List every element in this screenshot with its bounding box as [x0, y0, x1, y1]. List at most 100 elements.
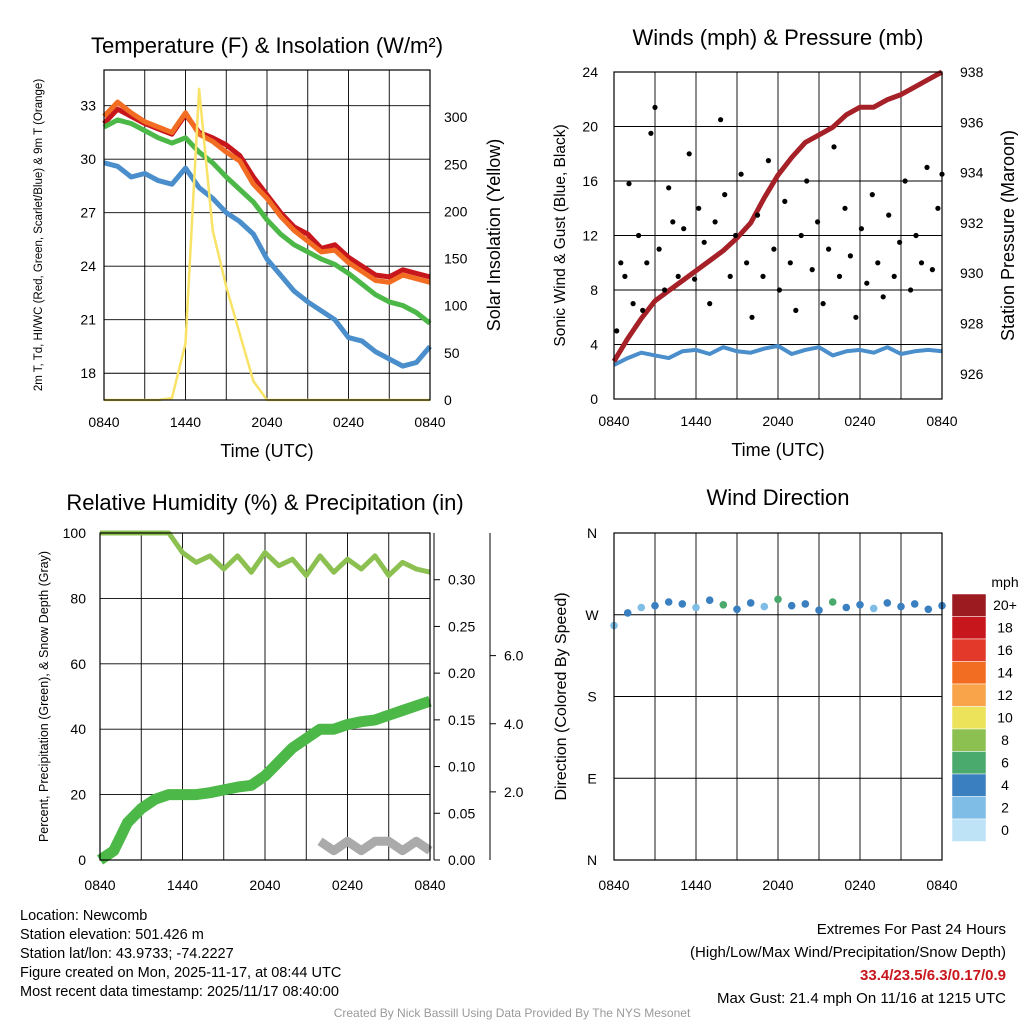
max-gust: Max Gust: 21.4 mph On 11/16 at 1215 UTC — [716, 990, 1006, 1007]
temp-y2tick-label: 200 — [444, 203, 468, 219]
extremes-values: 33.4/23.5/6.3/0.17/0.9 — [860, 967, 1006, 984]
dir-xtick-label: 0840 — [926, 877, 957, 893]
wind-gust-point — [902, 178, 908, 184]
wind-gust-point — [760, 273, 766, 279]
rh-ytick-label: 40 — [70, 721, 86, 737]
wind-gust-point — [718, 117, 724, 123]
dir-point — [719, 601, 728, 609]
wind-title: Winds (mph) & Pressure (mb) — [633, 25, 924, 50]
credit-line: Created By Nick Bassill Using Data Provi… — [333, 1006, 691, 1020]
dir-grid — [613, 532, 943, 861]
dir-legend-swatch — [951, 638, 987, 662]
dir-xtick-label: 0240 — [844, 877, 875, 893]
dir-legend-label: 16 — [997, 642, 1013, 658]
temp-ytick-label: 30 — [80, 151, 96, 167]
temp-ytick-label: 24 — [80, 258, 96, 274]
wind-y2tick-label: 930 — [960, 265, 984, 281]
rh-y2tick-label: 0.25 — [448, 618, 475, 634]
wind-xlabel: Time (UTC) — [731, 440, 824, 460]
rh-grid — [99, 532, 431, 861]
wind-gust-point — [826, 246, 832, 252]
wind-gust-point — [754, 212, 761, 218]
dir-legend-label: 12 — [997, 687, 1013, 703]
wind-ytick-label: 8 — [590, 282, 598, 298]
temp-y2tick-label: 250 — [444, 156, 468, 172]
wind-gust-point — [656, 246, 662, 252]
dir-ytick-label: N — [587, 852, 597, 868]
wind-gust-point — [913, 232, 919, 239]
wind-gust-point — [847, 253, 854, 259]
dir-xtick-label: 2040 — [762, 877, 793, 893]
rh-series-precipitation — [96, 695, 432, 865]
wind-gust-point — [701, 239, 707, 245]
wind-gust-point — [662, 287, 668, 293]
temp-y2tick-label: 0 — [444, 392, 452, 408]
rh-y3tick-label: 6.0 — [504, 648, 524, 664]
wind-gust-point — [707, 301, 713, 307]
rh-y2tick-label: 0.30 — [448, 572, 475, 588]
wind-y2tick-label: 936 — [960, 114, 984, 130]
wind-gust-point — [929, 267, 936, 273]
wind-xtick-label: 0840 — [926, 413, 957, 429]
dir-legend-swatch — [951, 616, 987, 640]
dir-legend-swatch — [951, 818, 987, 842]
wind-gust-point — [686, 151, 692, 157]
wind-gust-point — [918, 260, 925, 266]
dir-ylabel: Direction (Colored By Speed) — [553, 592, 570, 800]
station-info: Location: Newcomb Station elevation: 501… — [20, 907, 341, 1002]
rh-xtick-label: 0840 — [84, 877, 115, 893]
wind-gust-point — [908, 287, 914, 293]
wind-gust-point — [618, 260, 624, 266]
wind-gust-point — [681, 226, 687, 232]
temp-series-9m-temperature — [102, 99, 431, 285]
dir-legend-label: 20+ — [993, 597, 1017, 613]
dir-ytick-label: E — [587, 770, 596, 786]
dir-point — [760, 602, 769, 611]
rh-xtick-label: 0840 — [414, 877, 445, 893]
wind-gust-point — [675, 273, 681, 279]
dir-legend-label: 2 — [1001, 800, 1009, 816]
wind-gust-point — [864, 280, 870, 286]
station-elevation: Station elevation: 501.426 m — [20, 927, 204, 943]
dir-legend-label: 18 — [997, 620, 1013, 636]
wind-gust-point — [804, 178, 810, 184]
temp-y2tick-label: 300 — [444, 109, 468, 125]
wind-gust-point — [622, 273, 628, 279]
wind-gust-point — [782, 198, 788, 204]
wind-gust-point — [809, 267, 815, 273]
wind-gust-point — [815, 219, 821, 225]
dir-legend-label: 8 — [1001, 732, 1009, 748]
wind-gust-point — [614, 328, 620, 334]
wind-ytick-label: 20 — [582, 119, 598, 135]
wind-gust-point — [738, 171, 744, 177]
dir-point — [828, 598, 837, 606]
dir-ytick-label: N — [587, 525, 597, 541]
wind-gust-point — [924, 164, 930, 170]
temp-title: Temperature (F) & Insolation (W/m²) — [91, 33, 443, 58]
station-location: Location: Newcomb — [20, 908, 148, 924]
temp-ytick-label: 27 — [80, 205, 96, 221]
wind-y2tick-label: 928 — [960, 316, 984, 332]
temp-y2tick-label: 100 — [444, 298, 468, 314]
wind-gust-point — [626, 181, 632, 187]
temp-series-dew-point — [102, 117, 432, 326]
extremes-panel: Extremes For Past 24 Hours (High/Low/Max… — [690, 918, 1006, 1010]
wind-gust-point — [935, 205, 941, 211]
dir-point — [623, 609, 632, 617]
wind-gust-point — [712, 219, 718, 225]
dir-point — [883, 599, 892, 607]
temp-xtick-label: 0240 — [333, 414, 364, 430]
rh-ytick-label: 20 — [70, 787, 86, 803]
dir-point — [815, 606, 823, 614]
wind-series-station-pressure — [611, 69, 944, 363]
wind-gust-point — [630, 301, 636, 307]
rh-ytick-label: 80 — [70, 590, 86, 606]
wind-gust-point — [836, 273, 843, 279]
wind-gust-point — [652, 104, 658, 110]
wind-gust-point — [749, 314, 755, 320]
dir-legend-swatch — [951, 773, 987, 797]
wind-gust-point — [765, 158, 772, 164]
wind-ytick-label: 24 — [582, 64, 598, 80]
rh-y2tick-label: 0.15 — [448, 712, 475, 728]
